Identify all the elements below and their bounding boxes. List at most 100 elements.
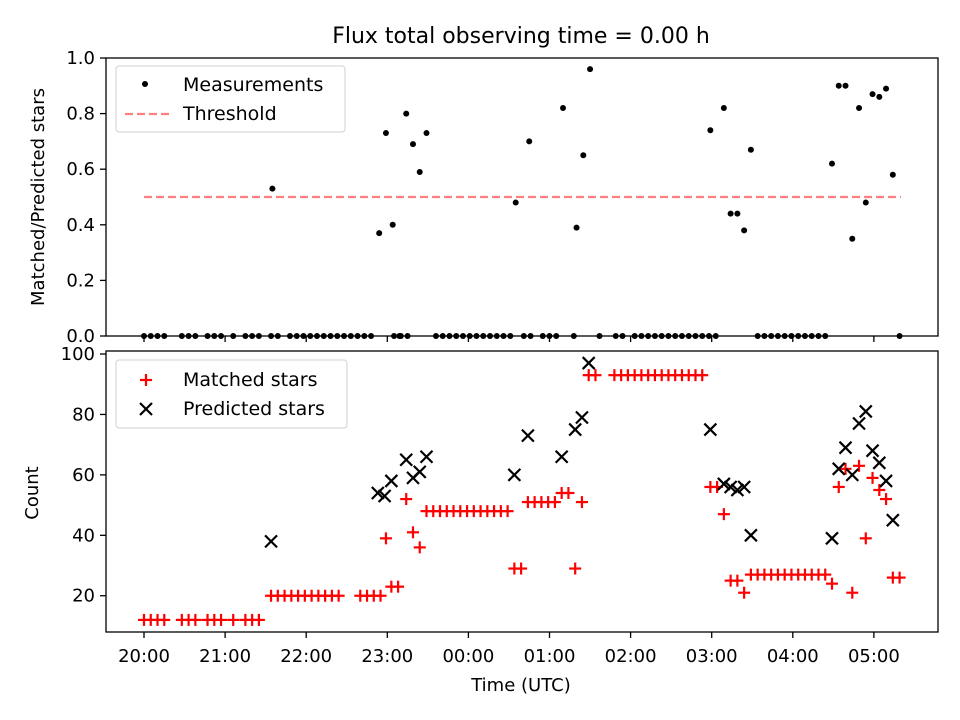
predicted-star-point: [737, 480, 751, 494]
matched-star-point: [575, 496, 588, 509]
top-y-tick-label: 0.2: [66, 270, 95, 291]
bottom-plot-frame: [105, 350, 939, 633]
matched-star-point: [501, 505, 514, 518]
matched-star-point: [215, 613, 228, 626]
legend-measurements-marker: [142, 81, 148, 87]
top-y-axis: 0.0 0.2 0.4 0.6 0.8 1.0: [66, 48, 106, 347]
matched-star-point: [731, 574, 744, 587]
measurement-point: [862, 199, 869, 206]
predicted-star-point: [384, 474, 399, 488]
matched-star-point: [189, 613, 202, 626]
matched-star-point: [392, 580, 405, 593]
measurement-point: [835, 82, 842, 89]
matched-star-point: [893, 571, 906, 584]
bottom-x-tick-label: 03:00: [686, 646, 738, 667]
measurement-point: [747, 146, 754, 153]
measurement-point: [526, 138, 533, 145]
predicted-star-point: [399, 452, 414, 467]
predicted-star-point: [872, 456, 887, 470]
legend-predicted-label: Predicted stars: [183, 398, 325, 420]
top-y-tick-label: 1.0: [66, 48, 95, 69]
measurement-point: [512, 199, 519, 206]
matched-star-point: [832, 480, 845, 493]
top-y-tick-label: 0.8: [66, 104, 95, 125]
legend-predicted-marker: [139, 402, 153, 416]
matched-star-point: [696, 369, 709, 382]
predicted-star-point: [879, 474, 893, 488]
measurement-point: [889, 171, 896, 178]
predicted-star-point: [264, 534, 278, 549]
matched-star-point: [866, 471, 879, 484]
predicted-star-point: [575, 410, 589, 425]
x-axis-label: Time (UTC): [470, 675, 571, 696]
chart-title: Flux total observing time = 0.00 h: [332, 24, 710, 49]
measurement-point: [727, 210, 734, 217]
predicted-star-point: [581, 356, 596, 370]
matched-star-point: [738, 586, 751, 599]
measurement-point: [389, 221, 396, 228]
bottom-y-tick-label: 80: [72, 404, 95, 425]
bottom-y-tick-label: 40: [72, 525, 95, 546]
predicted-star-point: [744, 528, 758, 543]
predicted-star-point: [838, 440, 853, 455]
predicted-star-point: [825, 531, 839, 546]
measurement-point: [403, 110, 410, 117]
measurement-point: [580, 152, 587, 159]
matched-star-point: [252, 613, 265, 626]
legend-measurements-label: Measurements: [183, 74, 323, 96]
top-y-tick-label: 0.4: [66, 215, 95, 236]
bottom-plot-area: [138, 356, 906, 626]
predicted-star-point: [377, 489, 392, 503]
bottom-y-tick-label: 100: [61, 344, 95, 365]
bottom-x-tick-label: 23:00: [361, 646, 413, 667]
bottom-x-tick-label: 20:00: [118, 646, 170, 667]
top-y-tick-label: 0.6: [66, 159, 95, 180]
predicted-star-point: [507, 468, 522, 482]
measurement-point: [423, 130, 430, 137]
matched-star-point: [589, 369, 602, 382]
matched-star-point: [717, 508, 730, 521]
matched-star-point: [859, 532, 872, 545]
measurement-point: [842, 82, 849, 89]
measurement-point: [869, 91, 876, 98]
bottom-panel: 20 40 60 80 100 20:00 21:00 22:00 23:00 00:00 01:…: [22, 344, 939, 696]
measurement-point: [587, 66, 594, 73]
predicted-star-point: [852, 416, 866, 431]
predicted-star-point: [831, 462, 846, 476]
measurement-point: [416, 168, 423, 175]
matched-star-point: [227, 613, 240, 626]
matched-star-point: [846, 586, 859, 599]
matched-star-point: [569, 562, 582, 575]
matched-star-point: [332, 589, 345, 602]
legend-matched-marker: [140, 374, 152, 386]
matched-star-point: [374, 589, 387, 602]
matched-star-point: [880, 493, 893, 506]
matched-star-point: [413, 541, 426, 554]
bottom-x-tick-label: 00:00: [442, 646, 494, 667]
predicted-star-point: [717, 477, 731, 491]
bottom-x-tick-label: 01:00: [524, 646, 576, 667]
matched-star-point: [819, 568, 832, 581]
predicted-star-point: [371, 486, 385, 500]
matched-star-point: [873, 483, 886, 496]
top-x-axis: [143, 336, 875, 342]
matched-star-point: [839, 462, 852, 475]
matched-star-point: [562, 487, 575, 500]
measurement-point: [734, 210, 741, 217]
matched-star-point: [825, 577, 838, 590]
bottom-y-axis-label: Count: [22, 466, 43, 519]
measurement-point: [376, 230, 383, 237]
measurement-point: [560, 105, 567, 112]
measurement-point: [269, 185, 276, 192]
predicted-star-point: [865, 443, 880, 458]
bottom-y-axis: 20 40 60 80 100: [61, 344, 106, 607]
bottom-x-tick-label: 05:00: [848, 646, 900, 667]
measurement-point: [856, 105, 863, 112]
predicted-star-point: [419, 449, 434, 464]
top-plot-frame: [105, 57, 939, 337]
predicted-star-point: [703, 422, 718, 437]
predicted-star-point: [886, 513, 900, 527]
matched-star-point: [853, 459, 866, 472]
top-y-axis-label: Matched/Predicted stars: [28, 88, 49, 306]
